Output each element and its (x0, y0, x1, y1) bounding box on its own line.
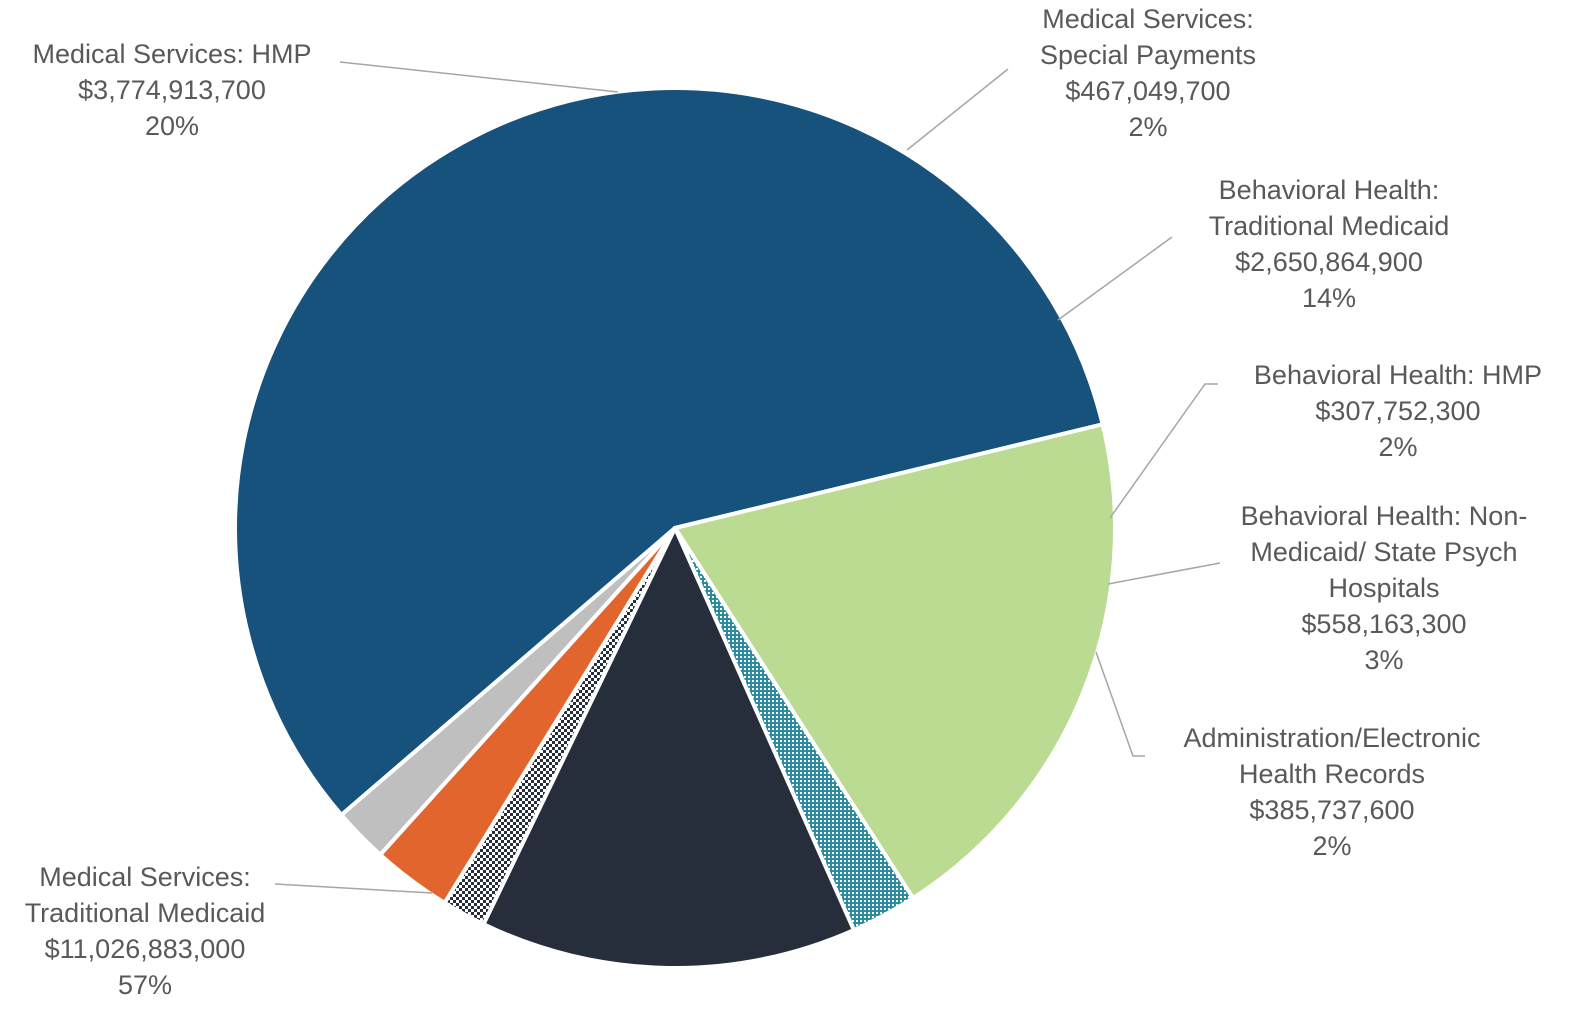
leader-line-1 (274, 883, 433, 894)
data-label-line: Special Payments (1040, 40, 1256, 70)
pie-slice-7 (339, 526, 677, 857)
data-label-amount: $307,752,300 (1315, 396, 1480, 426)
data-label-3: Medical Services: Special Payments $467,04… (1040, 4, 1256, 142)
data-label-4: Behavioral Health: Traditional Medicaid $2… (1209, 175, 1450, 313)
data-label-percent: 3% (1364, 645, 1403, 675)
pie-slice-2 (673, 422, 1117, 901)
data-label-percent: 2% (1378, 432, 1417, 462)
data-label-line: Behavioral Health: HMP (1254, 360, 1542, 390)
data-label-percent: 20% (145, 111, 199, 141)
data-label-line: Medical Services: (39, 862, 251, 892)
data-label-2: Medical Services: HMP $3,774,913,700 20% (32, 39, 311, 141)
data-label-line: Traditional Medicaid (25, 898, 266, 928)
pie-slice-4 (481, 526, 856, 970)
data-label-amount: $2,650,864,900 (1235, 247, 1423, 277)
leader-line-7 (1095, 651, 1145, 757)
leader-line-2 (339, 61, 619, 93)
leader-lines (274, 61, 1221, 894)
data-label-line: Medical Services: (1042, 4, 1254, 34)
data-label-amount: $558,163,300 (1301, 609, 1466, 639)
data-label-line: Hospitals (1328, 573, 1439, 603)
data-label-5: Behavioral Health: HMP $307,752,300 2% (1254, 360, 1542, 462)
leader-line-6 (1107, 562, 1221, 585)
pie-slice-1 (233, 86, 1105, 817)
data-label-line: Administration/Electronic (1183, 723, 1480, 753)
data-label-percent: 57% (118, 970, 172, 1000)
leader-line-5 (1109, 383, 1218, 519)
leader-line-3 (906, 68, 1009, 151)
data-label-line: Health Records (1239, 759, 1425, 789)
data-label-percent: 14% (1302, 283, 1356, 313)
data-label-line: Medicaid/ State Psych (1250, 537, 1517, 567)
data-label-line: Behavioral Health: (1219, 175, 1440, 205)
pie-slices (233, 86, 1117, 970)
data-label-7: Administration/Electronic Health Records $… (1183, 723, 1480, 861)
slice-labels: Medical Services: Traditional Medicaid $11… (25, 4, 1542, 1000)
data-label-percent: 2% (1128, 112, 1167, 142)
leader-line-4 (1057, 236, 1173, 321)
data-label-6: Behavioral Health: Non- Medicaid/ State P… (1241, 501, 1528, 675)
data-label-amount: $385,737,600 (1249, 795, 1414, 825)
data-label-amount: $467,049,700 (1065, 76, 1230, 106)
data-label-line: Traditional Medicaid (1209, 211, 1450, 241)
data-label-line: Medical Services: HMP (32, 39, 311, 69)
data-label-amount: $3,774,913,700 (78, 75, 266, 105)
data-label-amount: $11,026,883,000 (45, 934, 246, 964)
data-label-line: Behavioral Health: Non- (1241, 501, 1528, 531)
data-label-percent: 2% (1312, 831, 1351, 861)
data-label-1: Medical Services: Traditional Medicaid $11… (25, 862, 266, 1000)
